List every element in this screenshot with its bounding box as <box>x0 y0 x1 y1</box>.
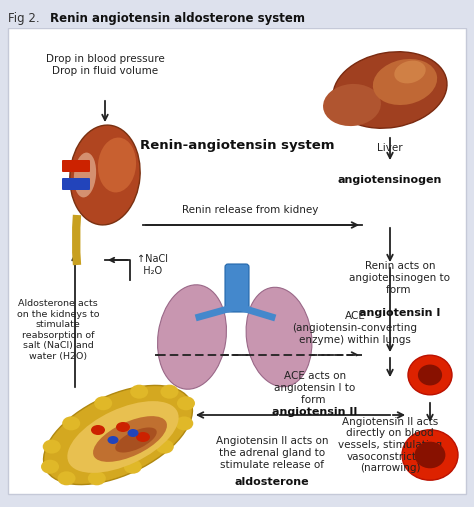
Text: Renin acts on
angiotensinogen to
form: Renin acts on angiotensinogen to form <box>349 262 450 295</box>
Ellipse shape <box>373 59 437 105</box>
Ellipse shape <box>415 442 446 468</box>
Ellipse shape <box>116 422 130 432</box>
Ellipse shape <box>57 472 75 485</box>
Text: Aldosterone acts
on the kidneys to
stimulate
reabsorption of
salt (NaCl) and
wat: Aldosterone acts on the kidneys to stimu… <box>17 300 99 360</box>
Text: ACE
(angiotensin-converting
enzyme) within lungs: ACE (angiotensin-converting enzyme) with… <box>292 311 418 345</box>
Text: ↑NaCl
  H₂O: ↑NaCl H₂O <box>137 254 168 276</box>
Ellipse shape <box>418 365 442 385</box>
Text: Liver: Liver <box>377 143 403 153</box>
FancyBboxPatch shape <box>62 178 90 190</box>
FancyBboxPatch shape <box>8 28 466 494</box>
Ellipse shape <box>62 416 80 430</box>
Ellipse shape <box>402 430 458 480</box>
Text: Fig 2.: Fig 2. <box>8 12 44 24</box>
Ellipse shape <box>115 427 157 453</box>
Ellipse shape <box>394 61 426 84</box>
Ellipse shape <box>175 416 193 430</box>
Text: angiotensinogen: angiotensinogen <box>338 175 442 185</box>
Text: angiotensin I: angiotensin I <box>359 308 441 318</box>
FancyBboxPatch shape <box>62 160 90 172</box>
Text: Angiotensin II acts on
the adrenal gland to
stimulate release of: Angiotensin II acts on the adrenal gland… <box>216 437 328 469</box>
Ellipse shape <box>323 84 381 126</box>
FancyBboxPatch shape <box>225 264 249 312</box>
Ellipse shape <box>43 440 61 454</box>
Ellipse shape <box>130 385 148 399</box>
Ellipse shape <box>44 385 192 485</box>
Ellipse shape <box>70 125 140 225</box>
Ellipse shape <box>93 416 167 462</box>
Text: Renin release from kidney: Renin release from kidney <box>182 205 318 215</box>
Ellipse shape <box>177 396 195 410</box>
Ellipse shape <box>98 137 136 193</box>
Text: Drop in blood pressure
Drop in fluid volume: Drop in blood pressure Drop in fluid vol… <box>46 54 164 76</box>
Ellipse shape <box>136 432 150 442</box>
Ellipse shape <box>124 460 142 474</box>
Ellipse shape <box>246 287 312 387</box>
Ellipse shape <box>88 472 106 485</box>
Ellipse shape <box>333 52 447 128</box>
Text: aldosterone: aldosterone <box>235 477 310 487</box>
Ellipse shape <box>156 440 174 454</box>
Ellipse shape <box>74 153 96 197</box>
Ellipse shape <box>157 285 227 389</box>
Text: ACE acts on
angiotensin I to
form: ACE acts on angiotensin I to form <box>274 372 356 405</box>
FancyBboxPatch shape <box>0 0 474 28</box>
Ellipse shape <box>128 429 138 437</box>
Text: angiotensin II: angiotensin II <box>272 407 358 417</box>
Ellipse shape <box>94 396 112 410</box>
Text: Renin-angiotensin system: Renin-angiotensin system <box>140 138 334 152</box>
Ellipse shape <box>161 385 179 399</box>
Ellipse shape <box>108 436 118 444</box>
Ellipse shape <box>408 355 452 395</box>
Ellipse shape <box>91 425 105 435</box>
Ellipse shape <box>41 460 59 474</box>
Text: Renin angiotensin aldosterone system: Renin angiotensin aldosterone system <box>50 12 305 24</box>
Ellipse shape <box>67 401 179 473</box>
Text: Angiotensin II acts
directly on blood
vessels, stimulating
vasoconstriction
(nar: Angiotensin II acts directly on blood ve… <box>338 417 442 473</box>
